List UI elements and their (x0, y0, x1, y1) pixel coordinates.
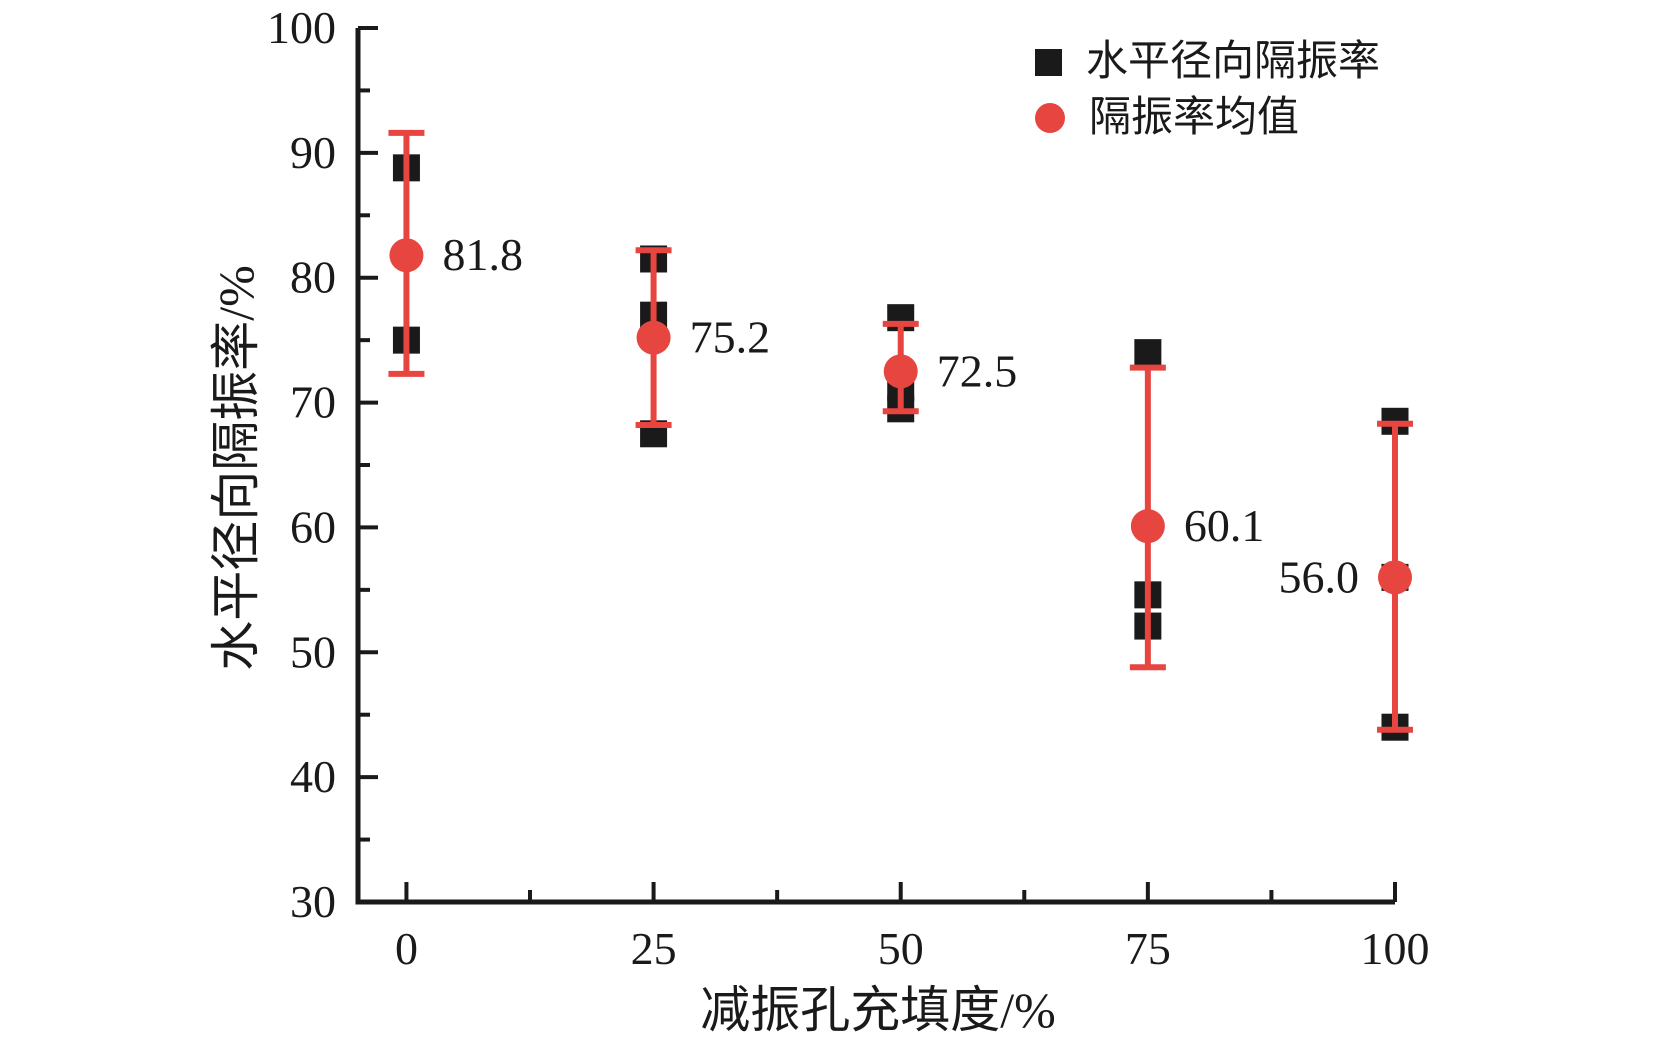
mean-value-label: 56.0 (1279, 551, 1360, 602)
x-tick-label: 75 (1125, 923, 1171, 974)
mean-marker (636, 320, 671, 355)
legend-item-mean: 隔振率均值 (1035, 94, 1380, 142)
mean-value-label: 75.2 (690, 312, 771, 363)
legend-label-squares: 水平径向隔振率 (1086, 39, 1381, 85)
legend-label-mean: 隔振率均值 (1089, 95, 1300, 141)
y-tick-label: 90 (290, 127, 336, 178)
x-tick-label: 50 (878, 923, 924, 974)
x-tick-label: 100 (1361, 923, 1430, 974)
x-tick-label: 0 (395, 923, 418, 974)
axes-frame (355, 28, 1395, 905)
x-tick-label: 25 (631, 923, 677, 974)
square-marker (1134, 339, 1162, 367)
y-axis-title: 水平径向隔振率/% (208, 265, 264, 671)
mean-marker (883, 354, 918, 389)
legend: 水平径向隔振率 隔振率均值 (1035, 38, 1380, 142)
y-tick-label: 60 (290, 501, 336, 552)
mean-value-label: 60.1 (1184, 500, 1265, 551)
red-circle-marker-icon (1035, 103, 1065, 133)
mean-marker (389, 238, 424, 273)
y-tick-label: 70 (290, 377, 336, 428)
x-axis-title: 减振孔充填度/% (700, 982, 1056, 1038)
y-tick-label: 50 (290, 626, 336, 677)
mean-marker (1378, 560, 1412, 595)
y-tick-label: 30 (290, 876, 336, 927)
legend-item-squares: 水平径向隔振率 (1035, 38, 1380, 86)
y-tick-label: 100 (267, 2, 336, 53)
y-tick-label: 40 (290, 751, 336, 802)
y-tick-label: 80 (290, 252, 336, 303)
black-square-marker-icon (1035, 48, 1062, 76)
mean-value-label: 81.8 (442, 229, 523, 280)
mean-value-label: 72.5 (937, 345, 1018, 396)
mean-marker (1130, 509, 1165, 544)
